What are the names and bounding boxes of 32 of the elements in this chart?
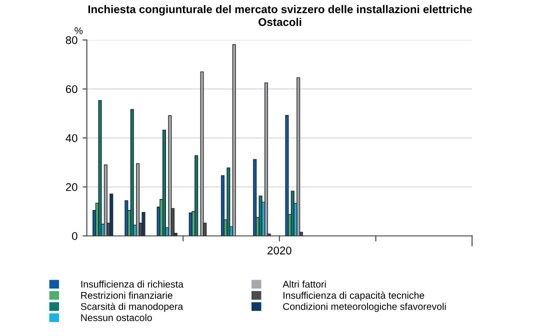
legend-label: Nessun ostacolo — [81, 314, 152, 322]
legend-label: Insufficienza di richiesta — [81, 280, 184, 288]
bar — [162, 130, 166, 236]
bar — [285, 115, 289, 236]
bar — [253, 159, 257, 236]
bar — [130, 109, 134, 236]
bar — [98, 100, 102, 236]
legend-label: Altri fattori — [282, 280, 326, 288]
bar — [296, 77, 300, 236]
legend-label: Insufficienza di capacità tecniche — [284, 292, 424, 301]
bar — [232, 44, 236, 236]
y-tick-label: 0 — [72, 232, 78, 240]
bar — [136, 163, 140, 236]
y-tick-label: 20 — [66, 183, 78, 192]
bar — [142, 212, 146, 236]
legend-label: Restrizioni finanziarie — [81, 292, 172, 299]
x-axis-title: 2020 — [268, 246, 292, 254]
legend-label: Condizioni meteorologiche sfavorevoli — [283, 302, 446, 312]
bar — [264, 82, 268, 236]
bar — [200, 71, 204, 236]
y-tick-label: 60 — [66, 85, 78, 94]
bar — [220, 175, 225, 236]
y-tick-label: 40 — [66, 134, 78, 142]
bar — [194, 155, 198, 236]
y-axis-title: % — [74, 27, 83, 34]
y-tick-label: 80 — [66, 36, 78, 44]
bar — [110, 194, 114, 236]
chart-title: Inchiesta congiunturale del mercato svizzero delle installazioni elettriche Ostacoli — [88, 5, 472, 26]
bar — [104, 164, 108, 236]
bar — [168, 115, 172, 236]
legend-label: Scarsità di manodopera — [80, 302, 184, 312]
bar — [226, 167, 230, 236]
